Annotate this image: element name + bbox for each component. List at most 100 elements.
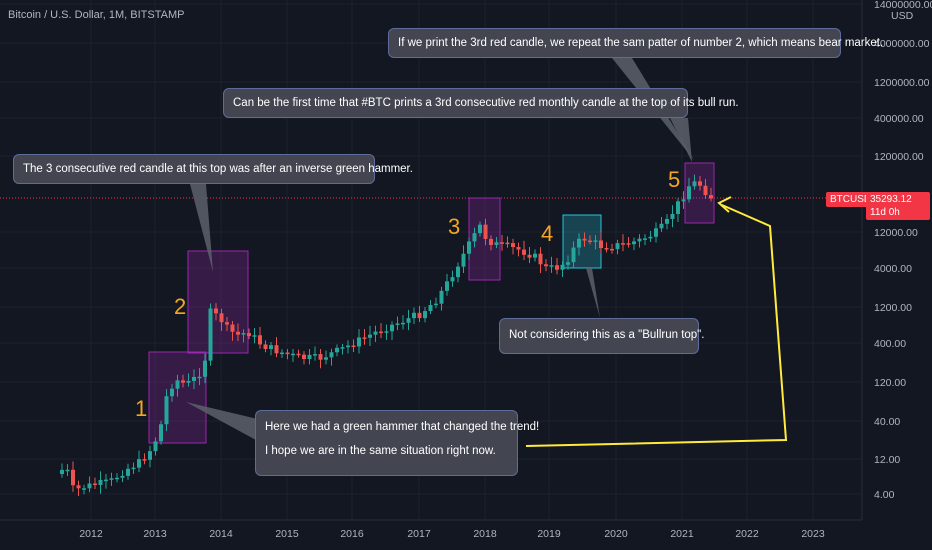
candle <box>511 238 515 255</box>
candle <box>126 463 130 480</box>
candle <box>318 349 323 369</box>
x-tick-label: 2021 <box>670 528 694 540</box>
candle <box>703 179 708 199</box>
candle <box>615 239 620 255</box>
candle <box>494 236 499 249</box>
axis-lines <box>0 0 863 521</box>
candle <box>329 348 334 366</box>
candle <box>604 242 609 253</box>
candle <box>373 325 378 342</box>
candle <box>115 473 119 483</box>
candle <box>461 245 466 274</box>
candle <box>109 472 114 486</box>
y-tick-label: 40.00 <box>874 416 900 428</box>
candle <box>120 470 125 483</box>
y-tick-label: 4000.00 <box>874 263 912 275</box>
candle <box>164 389 169 432</box>
pointer-c5 <box>186 402 262 440</box>
candle <box>698 176 702 191</box>
candle <box>274 337 279 358</box>
x-tick-label: 2017 <box>407 528 431 540</box>
candle <box>544 259 548 272</box>
candle <box>82 484 86 495</box>
candle <box>137 450 141 473</box>
y-axis: 14000000.00 4000000.00 1200000.00 400000.00… <box>874 0 932 501</box>
candle <box>566 255 570 270</box>
candle <box>549 256 554 273</box>
candle <box>76 480 81 496</box>
candle <box>687 177 691 203</box>
candle <box>93 477 97 490</box>
candle <box>555 258 559 275</box>
candle <box>335 344 339 357</box>
price-badge: 35293.12 11d 0h <box>866 192 930 220</box>
candle <box>252 328 257 344</box>
candle <box>505 236 510 248</box>
candle <box>665 214 669 230</box>
y-tick-label: 120.00 <box>874 377 906 389</box>
x-tick-label: 2019 <box>537 528 561 540</box>
candle <box>247 328 251 340</box>
y-tick-label: 12.00 <box>874 454 900 466</box>
candle <box>654 222 658 243</box>
x-tick-label: 2014 <box>209 528 233 540</box>
candle <box>142 453 147 465</box>
candle <box>417 305 422 323</box>
label-4: 4 <box>541 221 554 246</box>
y-tick-label: 14000000.00 <box>874 0 932 11</box>
candle <box>208 303 213 366</box>
candle <box>368 325 372 347</box>
candle <box>472 227 477 248</box>
candle <box>241 329 246 343</box>
candle <box>527 246 532 264</box>
candle <box>263 340 268 353</box>
candle <box>533 249 537 262</box>
candle <box>269 342 273 356</box>
price-countdown: 11d 0h <box>870 207 900 218</box>
y-tick-label: 400000.00 <box>874 113 924 125</box>
callout-inverse-hammer: The 3 consecutive red candle at this top… <box>13 154 413 184</box>
candle <box>236 323 240 342</box>
candle <box>192 369 196 390</box>
callout-not-bullrun-top-text: Not considering this as a "Bullrun top". <box>509 329 705 341</box>
candle <box>302 351 306 365</box>
candle <box>483 218 488 246</box>
box-2 <box>187 250 249 354</box>
candle <box>588 235 592 245</box>
label-3: 3 <box>448 214 461 239</box>
pointer-c4 <box>586 268 600 318</box>
x-tick-label: 2015 <box>275 528 299 540</box>
callout-third-red-candle: Can be the first time that #BTC prints a… <box>223 88 739 118</box>
candle <box>313 346 317 361</box>
highlight-boxes <box>148 162 715 444</box>
candle <box>395 316 400 331</box>
symbol-badge: BTCUSD <box>826 192 876 207</box>
candle <box>280 349 284 358</box>
candle <box>593 235 598 250</box>
label-5: 5 <box>668 167 681 192</box>
candle <box>148 445 152 468</box>
candle <box>676 198 680 223</box>
candle <box>357 329 361 354</box>
candle <box>522 240 526 261</box>
pointer-c3 <box>190 184 213 272</box>
candle <box>203 353 207 384</box>
x-tick-label: 2012 <box>79 528 103 540</box>
candle <box>406 309 411 331</box>
candle <box>621 234 625 252</box>
candle <box>379 323 383 339</box>
candle <box>225 316 229 332</box>
callout-third-red-candle-text: Can be the first time that #BTC prints a… <box>233 97 739 109</box>
candle <box>500 234 504 251</box>
candle <box>159 420 163 445</box>
candle <box>571 241 576 269</box>
candle <box>577 233 581 256</box>
candle <box>291 348 295 362</box>
candle <box>131 462 136 474</box>
callout-green-hammer-line2: I hope we are in the same situation righ… <box>265 445 496 457</box>
candle <box>456 262 460 283</box>
x-tick-label: 2013 <box>143 528 167 540</box>
candle <box>599 231 603 254</box>
candle <box>87 476 92 493</box>
candle <box>489 235 493 251</box>
